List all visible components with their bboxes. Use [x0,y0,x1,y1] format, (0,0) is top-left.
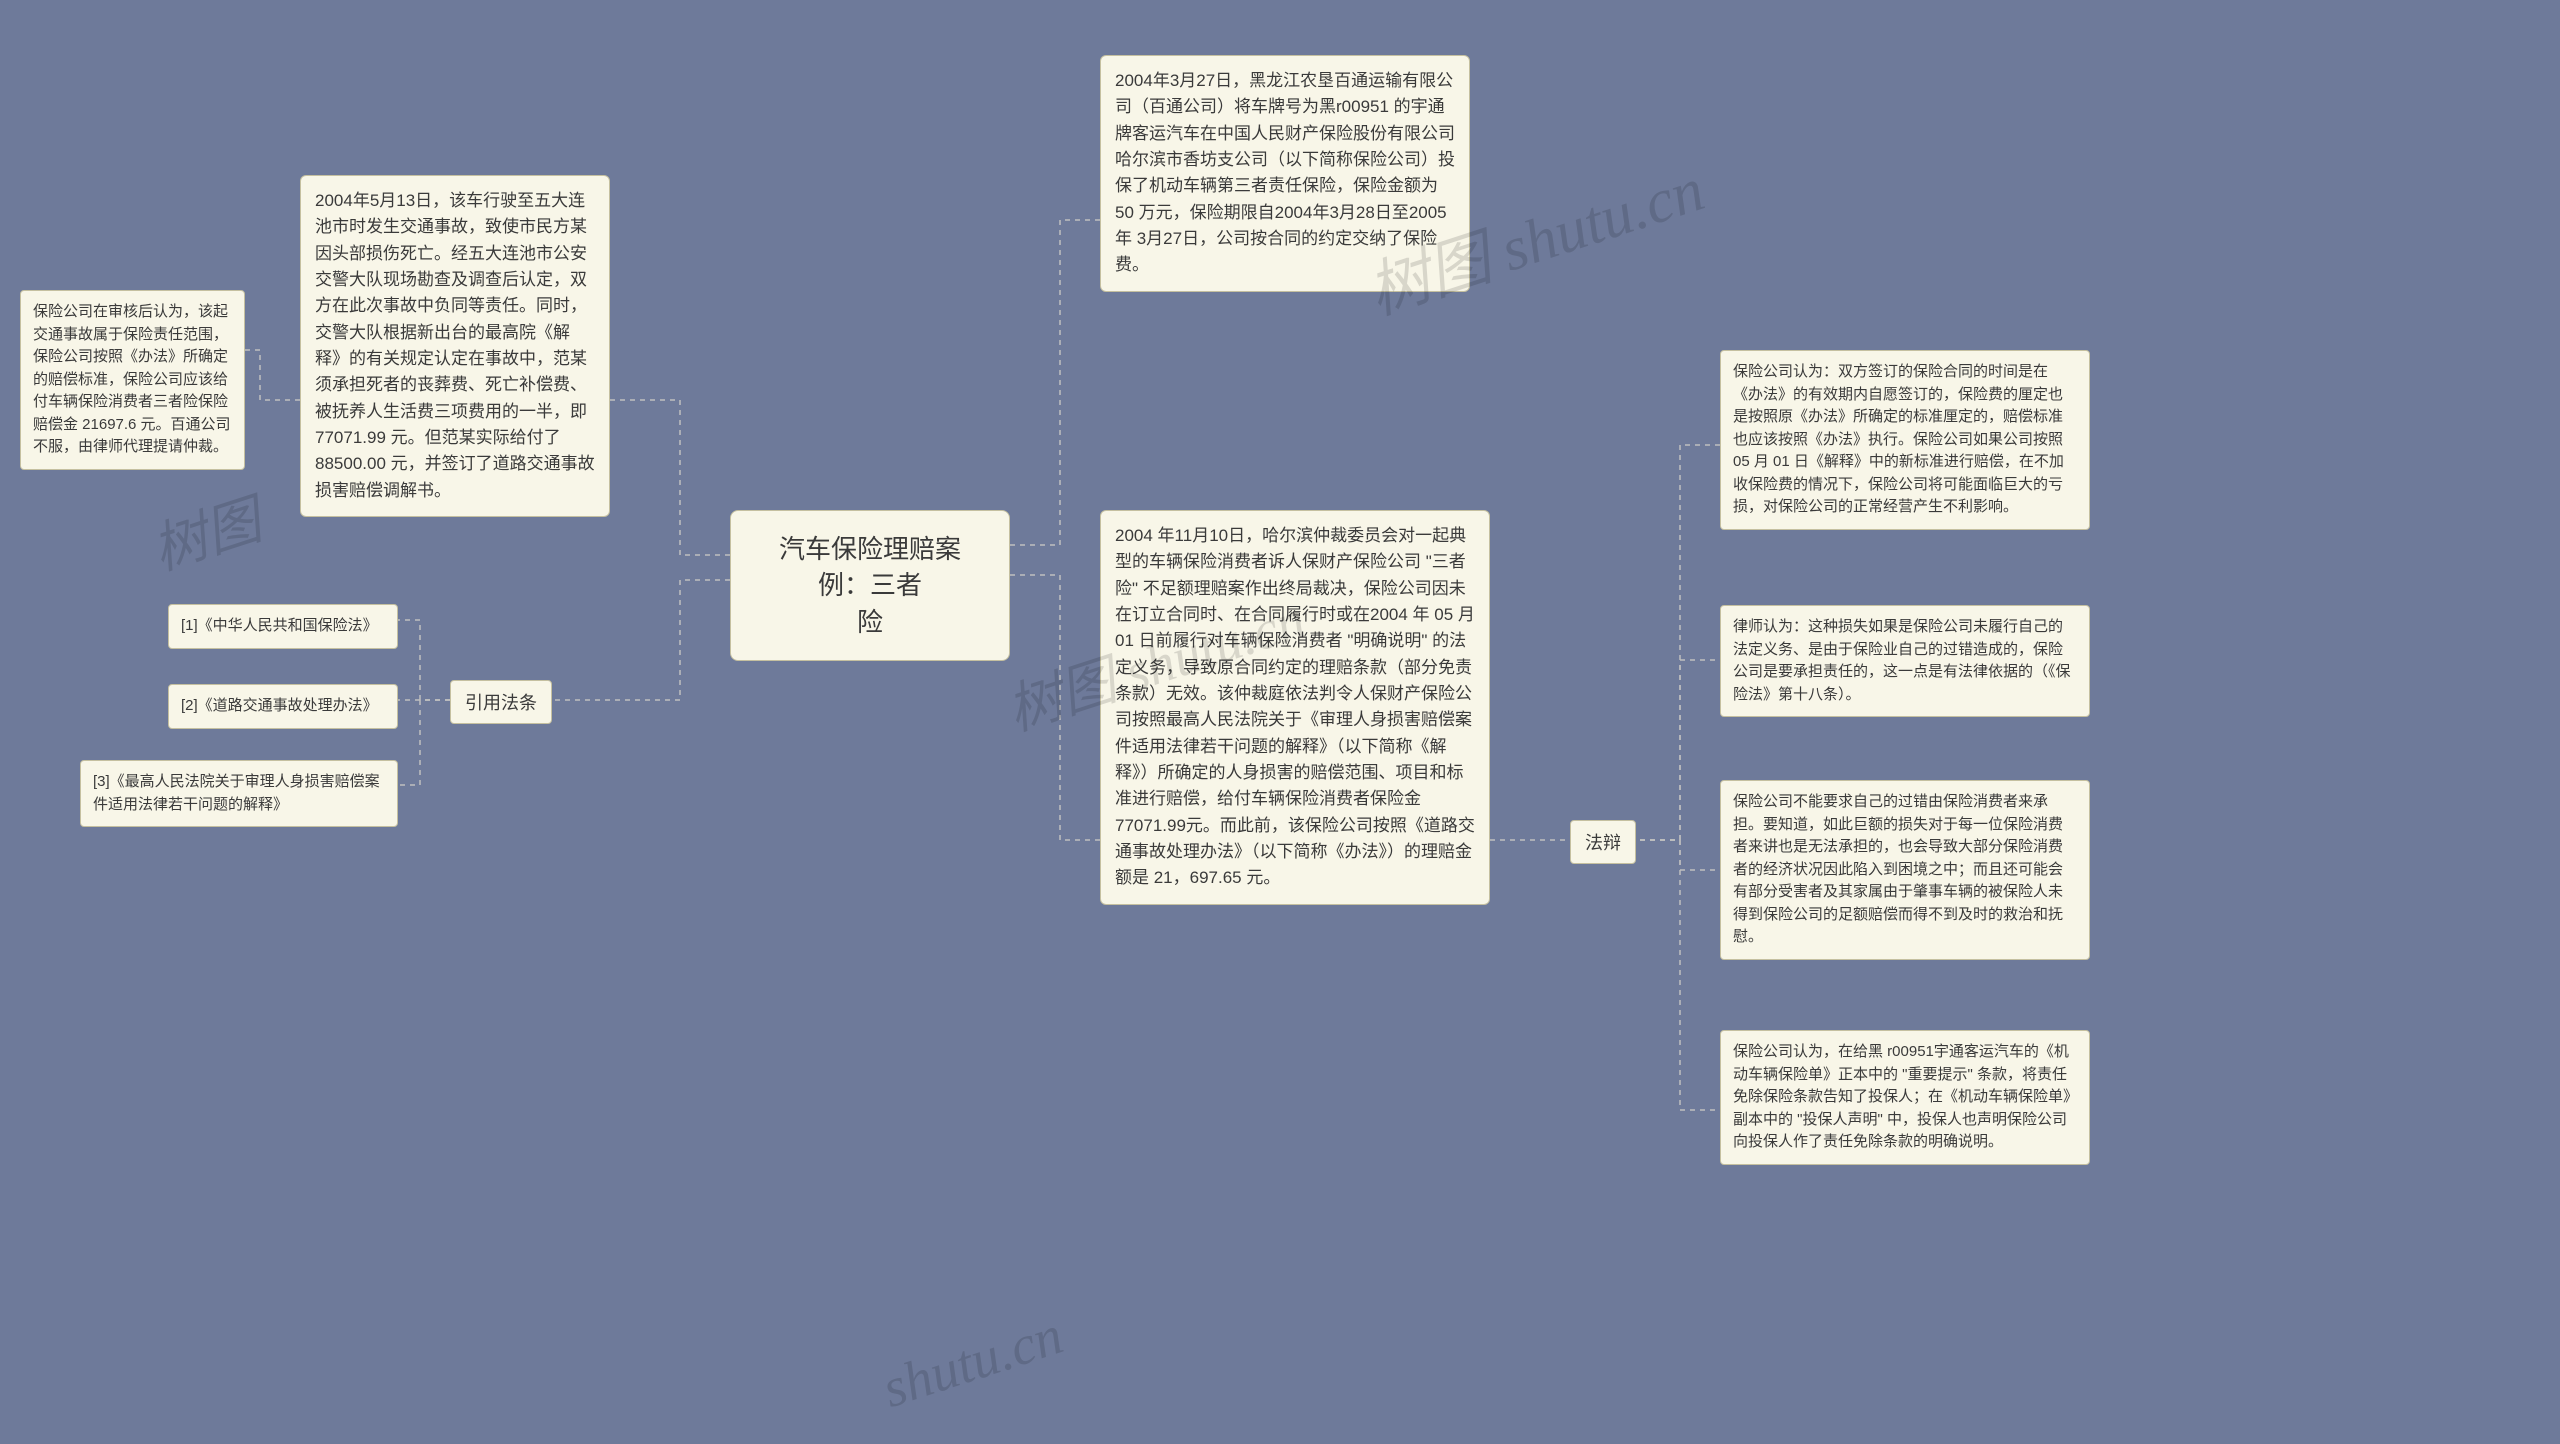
citation-1-text: [1]《中华人民共和国保险法》 [181,617,378,634]
fabian-3-text: 保险公司不能要求自己的过错由保险消费者来承担。要知道，如此巨额的损失对于每一位保… [1733,793,2063,945]
left-company-note-text: 保险公司在审核后认为，该起交通事故属于保险责任范围，保险公司按照《办法》所确定的… [33,303,231,455]
citation-3-node[interactable]: [3]《最高人民法院关于审理人身损害赔偿案件适用法律若干问题的解释》 [80,760,398,827]
fabian-4-text: 保险公司认为，在给黑 r00951宇通客运汽车的《机动车辆保险单》正本中的 "重… [1733,1043,2071,1150]
citations-label-text: 引用法条 [465,693,537,713]
left-accident-node[interactable]: 2004年5月13日，该车行驶至五大连池市时发生交通事故，致使市民方某因头部损伤… [300,175,610,517]
citation-1-node[interactable]: [1]《中华人民共和国保险法》 [168,604,398,649]
right-mid-node[interactable]: 2004 年11月10日，哈尔滨仲裁委员会对一起典型的车辆保险消费者诉人保财产保… [1100,510,1490,905]
fabian-1-node[interactable]: 保险公司认为：双方签订的保险合同的时间是在《办法》的有效期内自愿签订的，保险费的… [1720,350,2090,530]
fabian-2-text: 律师认为：这种损失如果是保险公司未履行自己的法定义务、是由于保险业自己的过错造成… [1733,618,2071,703]
center-line1: 汽车保险理赔案例：三者 [757,531,983,604]
left-accident-text: 2004年5月13日，该车行驶至五大连池市时发生交通事故，致使市民方某因头部损伤… [315,191,595,500]
watermark-3: shutu.cn [875,1303,1070,1420]
citation-3-text: [3]《最高人民法院关于审理人身损害赔偿案件适用法律若干问题的解释》 [93,773,380,813]
right-top-node[interactable]: 2004年3月27日，黑龙江农垦百通运输有限公司（百通公司）将车牌号为黑r009… [1100,55,1470,292]
citations-label-node[interactable]: 引用法条 [450,680,552,724]
fabian-3-node[interactable]: 保险公司不能要求自己的过错由保险消费者来承担。要知道，如此巨额的损失对于每一位保… [1720,780,2090,960]
fabian-1-text: 保险公司认为：双方签订的保险合同的时间是在《办法》的有效期内自愿签订的，保险费的… [1733,363,2064,515]
watermark-4: 树图 [140,475,269,585]
left-company-note-node[interactable]: 保险公司在审核后认为，该起交通事故属于保险责任范围，保险公司按照《办法》所确定的… [20,290,245,470]
citation-2-node[interactable]: [2]《道路交通事故处理办法》 [168,684,398,729]
right-mid-text: 2004 年11月10日，哈尔滨仲裁委员会对一起典型的车辆保险消费者诉人保财产保… [1115,526,1475,887]
citation-2-text: [2]《道路交通事故处理办法》 [181,697,378,714]
center-line2: 险 [757,604,983,640]
fabian-4-node[interactable]: 保险公司认为，在给黑 r00951宇通客运汽车的《机动车辆保险单》正本中的 "重… [1720,1030,2090,1165]
right-top-text: 2004年3月27日，黑龙江农垦百通运输有限公司（百通公司）将车牌号为黑r009… [1115,71,1455,274]
center-node[interactable]: 汽车保险理赔案例：三者 险 [730,510,1010,661]
fabian-label-text: 法辩 [1585,833,1621,853]
fabian-2-node[interactable]: 律师认为：这种损失如果是保险公司未履行自己的法定义务、是由于保险业自己的过错造成… [1720,605,2090,717]
fabian-label-node[interactable]: 法辩 [1570,820,1636,864]
